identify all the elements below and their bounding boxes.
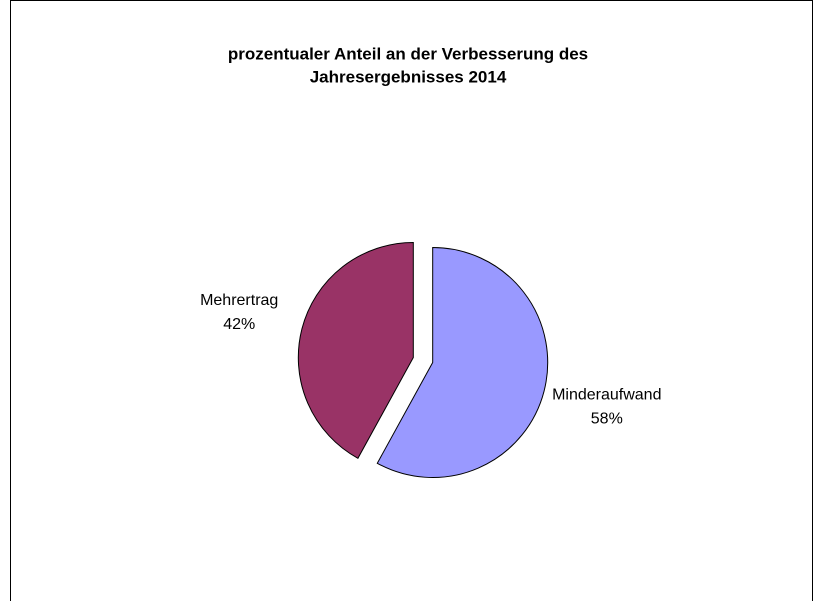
slice-label: Minderaufwand [552,386,661,403]
chart-title: Jahresergebnisses 2014 [310,67,507,86]
chart-title: prozentualer Anteil an der Verbesserung … [228,44,588,63]
pie-slice [297,242,414,459]
slice-value-label: 58% [591,410,623,427]
slice-value-label: 42% [223,316,255,333]
slice-label: Mehrertrag [200,292,278,309]
pie-slice [376,246,549,478]
